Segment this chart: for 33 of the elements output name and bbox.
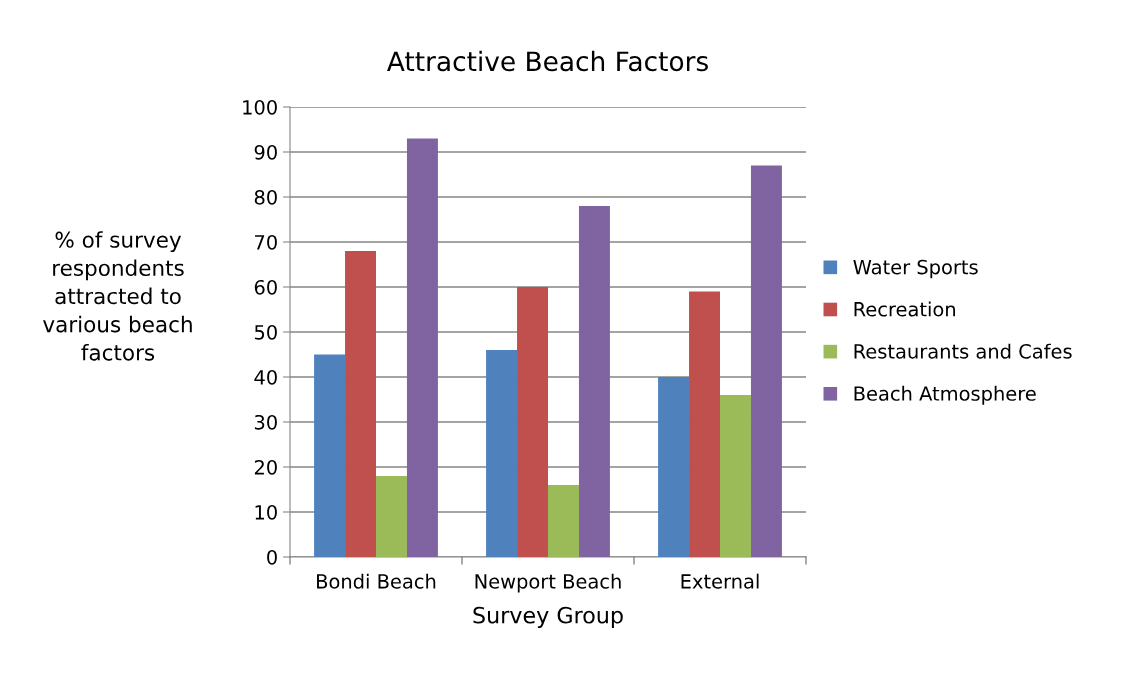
bar <box>689 291 720 557</box>
bar <box>314 354 346 557</box>
y-axis-title: % of survey respondents attracted to various beach factors <box>43 231 192 361</box>
y-tick-label: 30 <box>254 414 277 430</box>
x-tick-label: Newport Beach <box>475 573 621 593</box>
y-tick-label: 80 <box>254 189 277 205</box>
x-tick-label: Bondi Beach <box>317 573 436 589</box>
legend-label: Beach Atmosphere <box>854 385 1036 405</box>
bar <box>406 138 438 557</box>
y-tick-label: 70 <box>255 234 277 250</box>
x-tick-label: External <box>681 573 759 589</box>
bar <box>720 395 751 557</box>
legend-label: Restaurants and Cafes <box>854 343 1072 359</box>
bar <box>486 350 518 557</box>
legend-label: Water Sports <box>853 259 978 279</box>
y-tick-label: 0 <box>267 549 277 565</box>
bar <box>548 485 579 557</box>
y-tick-label: 40 <box>254 369 277 385</box>
bar <box>517 287 548 557</box>
bar <box>345 251 376 557</box>
y-tick-label: 10 <box>255 504 277 520</box>
bar <box>658 377 690 557</box>
bar <box>376 476 407 557</box>
chart-title: Attractive Beach Factors <box>387 50 708 72</box>
legend-label: Recreation <box>854 301 955 317</box>
y-tick-label: 60 <box>254 279 277 295</box>
bar <box>578 206 610 557</box>
bar <box>750 165 782 557</box>
y-tick-label: 90 <box>254 144 277 160</box>
y-tick-label: 20 <box>254 459 277 475</box>
x-axis-title: Survey Group <box>473 606 623 628</box>
y-tick-label: 50 <box>254 324 277 340</box>
y-tick-label: 100 <box>243 99 277 115</box>
